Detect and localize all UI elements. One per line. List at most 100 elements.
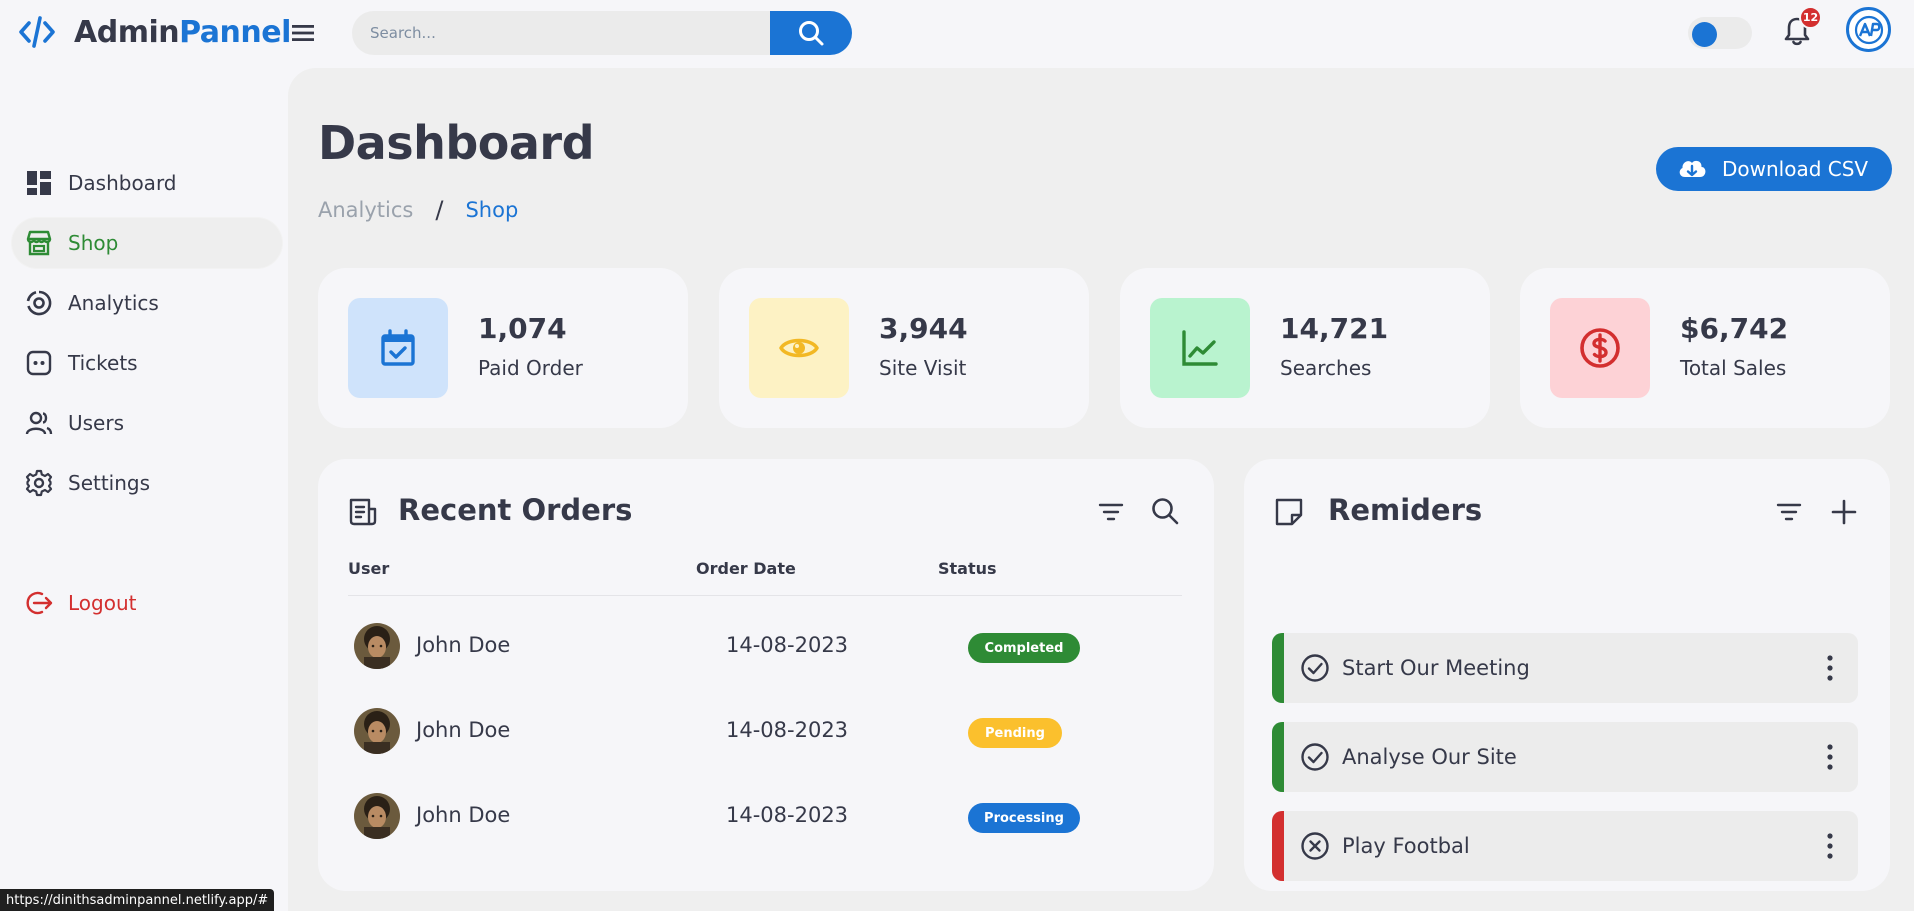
hamburger-menu-icon[interactable] <box>290 20 316 46</box>
order-user: John Doe <box>416 803 511 827</box>
brand-name: AdminPannel <box>74 15 291 50</box>
line-chart-icon <box>1182 330 1218 366</box>
sidebar: Dashboard Shop Analytics Tickets Users S… <box>0 68 288 911</box>
theme-toggle[interactable] <box>1688 17 1752 49</box>
stat-label: Site Visit <box>879 356 967 380</box>
check-circle-icon[interactable] <box>1300 653 1330 683</box>
sidebar-item-users[interactable]: Users <box>12 398 282 448</box>
table-row[interactable]: John Doe 14-08-2023 Completed <box>348 623 1178 703</box>
sidebar-item-label: Users <box>68 411 125 435</box>
logo[interactable]: AdminPannel <box>18 14 291 50</box>
top-bar: AdminPannel 12 <box>0 0 1914 68</box>
sidebar-item-dashboard[interactable]: Dashboard <box>12 158 282 208</box>
more-vertical-icon[interactable] <box>1824 831 1836 861</box>
cancel-circle-icon[interactable] <box>1300 831 1330 861</box>
column-header-order-date[interactable]: Order Date <box>696 559 796 578</box>
user-avatar[interactable] <box>1846 7 1891 52</box>
page-title: Dashboard <box>318 116 595 170</box>
stat-icon-box <box>1150 298 1250 398</box>
order-user: John Doe <box>416 633 511 657</box>
add-icon[interactable] <box>1830 498 1858 526</box>
download-csv-button[interactable]: Download CSV <box>1656 147 1892 191</box>
column-header-user[interactable]: User <box>348 559 390 578</box>
stat-label: Paid Order <box>478 356 583 380</box>
code-icon <box>19 16 55 48</box>
cloud-download-icon <box>1679 160 1706 177</box>
order-date: 14-08-2023 <box>726 718 849 742</box>
check-circle-icon[interactable] <box>1300 742 1330 772</box>
filter-icon[interactable] <box>1776 499 1802 525</box>
search-button[interactable] <box>770 11 852 55</box>
status-badge-processing: Processing <box>968 803 1080 833</box>
sidebar-item-label: Tickets <box>68 351 138 375</box>
order-date: 14-08-2023 <box>726 633 849 657</box>
reminders-title: Remiders <box>1328 493 1483 527</box>
reminder-item[interactable]: Start Our Meeting <box>1272 633 1858 703</box>
dashboard-icon <box>24 168 54 198</box>
order-user: John Doe <box>416 718 511 742</box>
stat-label: Searches <box>1280 356 1372 380</box>
ticket-icon <box>24 348 54 378</box>
sidebar-item-label: Analytics <box>68 291 159 315</box>
main-content: Dashboard Analytics / Shop Download CSV … <box>288 68 1914 911</box>
eye-icon <box>779 338 819 358</box>
breadcrumb: Analytics / Shop <box>318 196 518 224</box>
reminder-status-bar <box>1272 811 1284 881</box>
browser-status-url: https://dinithsadminpannel.netlify.app/# <box>0 889 275 911</box>
breadcrumb-analytics[interactable]: Analytics <box>318 198 414 222</box>
status-badge-completed: Completed <box>968 633 1080 663</box>
sidebar-item-label: Dashboard <box>68 171 177 195</box>
more-vertical-icon[interactable] <box>1824 653 1836 683</box>
stat-label: Total Sales <box>1680 356 1787 380</box>
reminder-item[interactable]: Play Footbal <box>1272 811 1858 881</box>
reminder-status-bar <box>1272 722 1284 792</box>
table-divider <box>348 595 1182 596</box>
search-input[interactable] <box>352 11 770 55</box>
user-avatar <box>354 793 400 839</box>
stat-value: 14,721 <box>1280 312 1389 345</box>
stat-card-site-visit: 3,944 Site Visit <box>719 268 1089 428</box>
breadcrumb-shop[interactable]: Shop <box>465 198 519 222</box>
logout-button[interactable]: Logout <box>12 578 282 628</box>
table-row[interactable]: John Doe 14-08-2023 Pending <box>348 708 1178 788</box>
dollar-icon <box>1580 328 1620 368</box>
logout-label: Logout <box>68 591 137 615</box>
reminder-text: Analyse Our Site <box>1342 745 1517 769</box>
sidebar-item-settings[interactable]: Settings <box>12 458 282 508</box>
download-csv-label: Download CSV <box>1722 157 1869 181</box>
document-icon <box>349 498 377 526</box>
calendar-check-icon <box>381 329 415 366</box>
stat-value: 1,074 <box>478 312 567 345</box>
user-avatar <box>354 708 400 754</box>
sidebar-item-label: Settings <box>68 471 151 495</box>
reminder-item[interactable]: Analyse Our Site <box>1272 722 1858 792</box>
sidebar-item-shop[interactable]: Shop <box>12 218 282 268</box>
stat-value: 3,944 <box>879 312 968 345</box>
logout-icon <box>24 588 54 618</box>
notifications-button[interactable]: 12 <box>1780 6 1822 48</box>
reminder-text: Play Footbal <box>1342 834 1470 858</box>
stat-card-paid-order: 1,074 Paid Order <box>318 268 688 428</box>
stat-value: $6,742 <box>1680 312 1789 345</box>
more-vertical-icon[interactable] <box>1824 742 1836 772</box>
sidebar-item-label: Shop <box>68 231 119 255</box>
brand-part-1: Admin <box>74 14 180 50</box>
sticky-note-icon <box>1275 498 1303 526</box>
search-icon[interactable] <box>1150 496 1180 526</box>
stat-card-total-sales: $6,742 Total Sales <box>1520 268 1890 428</box>
users-icon <box>24 408 54 438</box>
filter-icon[interactable] <box>1098 499 1124 525</box>
order-date: 14-08-2023 <box>726 803 849 827</box>
recent-orders-card: Recent Orders User Order Date Status Joh… <box>318 459 1214 891</box>
brand-part-2: Pannel <box>179 14 291 50</box>
stat-icon-box <box>749 298 849 398</box>
reminder-status-bar <box>1272 633 1284 703</box>
analytics-icon <box>24 288 54 318</box>
sidebar-item-analytics[interactable]: Analytics <box>12 278 282 328</box>
table-row[interactable]: John Doe 14-08-2023 Processing <box>348 793 1178 873</box>
store-icon <box>24 228 54 258</box>
sidebar-item-tickets[interactable]: Tickets <box>12 338 282 388</box>
stat-card-searches: 14,721 Searches <box>1120 268 1490 428</box>
search-bar <box>352 11 852 55</box>
column-header-status[interactable]: Status <box>938 559 997 578</box>
